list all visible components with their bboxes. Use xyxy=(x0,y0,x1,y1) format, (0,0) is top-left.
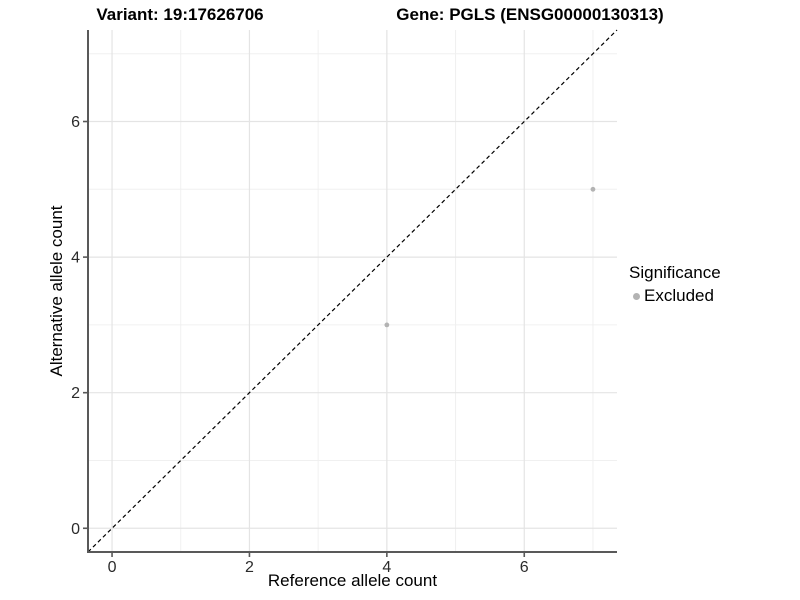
legend-marker-circle-icon xyxy=(633,292,640,300)
x-tick-label: 4 xyxy=(382,559,391,576)
legend-item-excluded: Excluded xyxy=(629,286,721,306)
legend-item-label: Excluded xyxy=(644,286,714,305)
gene-title: Gene: PGLS (ENSG00000130313) xyxy=(396,5,664,24)
x-axis-title: Reference allele count xyxy=(267,571,438,590)
y-axis-title: Alternative allele count xyxy=(47,205,66,377)
x-tick-label: 6 xyxy=(520,559,529,576)
legend: Significance Excluded xyxy=(629,263,721,306)
x-tick-label: 0 xyxy=(108,559,117,576)
y-tick-label: 0 xyxy=(71,521,80,538)
legend-title: Significance xyxy=(629,263,721,282)
y-tick-label: 6 xyxy=(71,114,80,131)
variant-title: Variant: 19:17626706 xyxy=(96,5,264,24)
data-point xyxy=(384,322,390,328)
x-tick-label: 2 xyxy=(245,559,254,576)
identity-line xyxy=(87,29,618,553)
y-tick-label: 2 xyxy=(71,385,80,402)
y-tick-label: 4 xyxy=(71,250,80,267)
data-point xyxy=(590,186,596,192)
